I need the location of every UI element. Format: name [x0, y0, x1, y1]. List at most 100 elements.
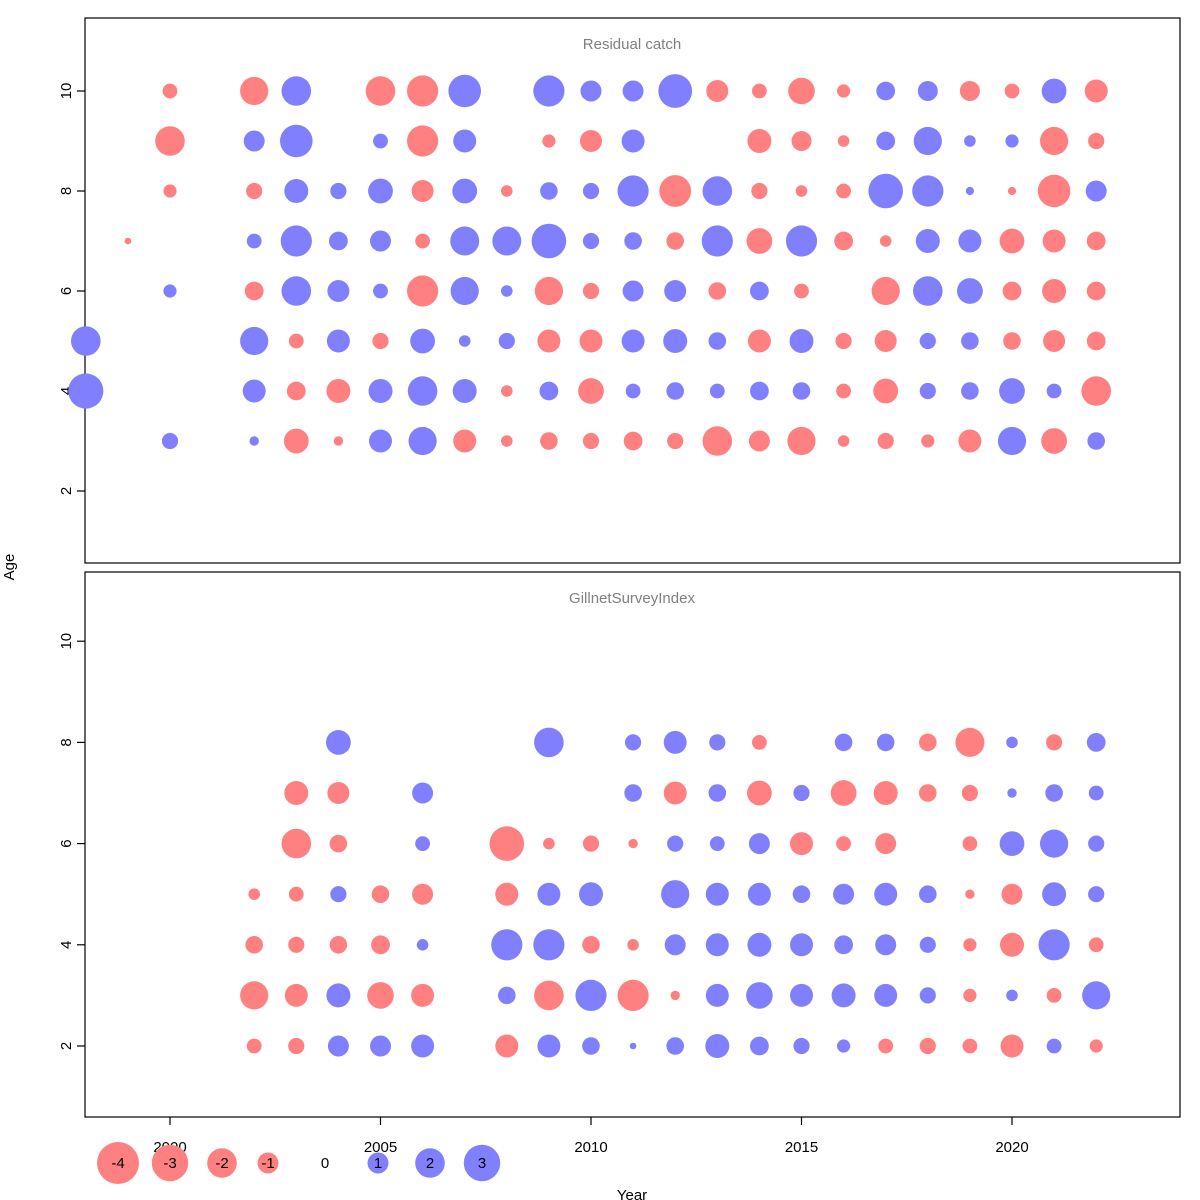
residual-bubble	[534, 980, 564, 1011]
residual-bubble	[748, 833, 770, 855]
residual-bubble	[495, 1034, 519, 1058]
residual-bubble	[1042, 229, 1066, 253]
residual-bubble	[874, 330, 897, 352]
residual-bubble	[579, 882, 603, 907]
residual-bubble	[540, 182, 558, 200]
residual-bubble	[1088, 886, 1105, 903]
residual-bubble	[582, 432, 600, 450]
residual-bubble	[628, 838, 638, 849]
residual-bubble	[582, 232, 600, 250]
residual-bubble	[280, 124, 313, 158]
residual-bubble	[787, 426, 816, 456]
residual-bubble	[327, 280, 350, 302]
residual-bubble	[752, 83, 767, 99]
bubbles-gillnet-survey-index	[240, 727, 1111, 1058]
residual-bubble	[785, 225, 818, 257]
residual-bubble	[412, 883, 434, 905]
residual-bubble	[962, 1038, 978, 1054]
residual-bubble	[1038, 929, 1070, 961]
residual-bubble	[705, 1034, 730, 1058]
residual-bubble	[1086, 331, 1106, 351]
residual-bubble	[962, 836, 978, 851]
residual-bubble	[746, 982, 773, 1009]
residual-bubble	[997, 426, 1027, 456]
residual-bubble	[240, 981, 269, 1010]
residual-bubble	[793, 1037, 810, 1055]
x-tick-label: 2010	[574, 1139, 607, 1156]
residual-bubble	[621, 129, 645, 153]
residual-bubble	[534, 727, 564, 758]
residual-bubble	[1084, 79, 1108, 103]
residual-bubble	[582, 182, 600, 200]
residual-bubble	[709, 383, 725, 399]
residual-bubble	[837, 435, 850, 447]
residual-bubble	[746, 228, 773, 254]
residual-bubble	[963, 938, 977, 952]
residual-bubble	[965, 889, 975, 899]
residual-bubble	[836, 836, 851, 851]
residual-bubble	[876, 81, 896, 101]
residual-bubble	[875, 934, 897, 956]
residual-bubble	[580, 80, 602, 102]
residual-bubble	[370, 230, 391, 252]
residual-bubble	[788, 77, 815, 105]
residual-bubble	[329, 834, 348, 853]
residual-bubble	[917, 81, 938, 101]
residual-bubble	[999, 831, 1025, 856]
residual-bubble	[958, 429, 982, 453]
legend-bubble	[367, 1152, 389, 1174]
residual-bubble	[407, 376, 438, 406]
residual-bubble	[540, 432, 558, 450]
residual-bubble	[411, 983, 435, 1007]
residual-bubble	[1000, 932, 1024, 957]
residual-bubble	[1046, 734, 1063, 751]
residual-bubble	[327, 782, 350, 804]
residual-bubble	[246, 1038, 262, 1054]
residual-bubble	[579, 329, 603, 353]
residual-bubble	[663, 781, 687, 805]
residual-bubble	[961, 784, 979, 802]
legend-bubble	[415, 1148, 445, 1178]
residual-bubble	[531, 223, 567, 259]
y-axis-ticks-bottom: 2 4 6 8 10	[58, 633, 85, 1050]
residual-bubble	[369, 429, 392, 453]
residual-bubble	[664, 934, 686, 956]
residual-bubble	[453, 429, 477, 453]
residual-bubble	[1089, 1039, 1103, 1053]
residual-bubble	[747, 882, 771, 906]
residual-bubble	[582, 282, 600, 300]
residual-bubble	[623, 431, 643, 451]
x-tick-label: 2015	[785, 1139, 818, 1156]
residual-bubble	[709, 734, 726, 751]
residual-bubble	[329, 231, 348, 251]
residual-bubble	[582, 1037, 600, 1055]
residual-bubble	[367, 982, 394, 1009]
residual-bubble	[873, 378, 899, 404]
residual-bubble	[621, 329, 645, 353]
residual-bubble	[627, 939, 639, 951]
residual-bubble	[288, 333, 304, 349]
residual-bubble	[240, 76, 269, 106]
residual-bubble	[371, 935, 390, 955]
residual-bubble	[416, 939, 429, 951]
residual-bubble	[245, 936, 263, 954]
residual-bubble	[999, 378, 1025, 404]
residual-bubble	[876, 131, 896, 151]
residual-bubble	[327, 1035, 349, 1057]
residual-bubble	[249, 436, 259, 446]
residual-bubble	[71, 326, 101, 356]
residual-bubble	[663, 730, 687, 754]
residual-bubble	[708, 784, 727, 802]
residual-bubble	[284, 781, 309, 805]
residual-bubble	[542, 134, 556, 148]
residual-bubble	[537, 1034, 561, 1058]
residual-bubble	[747, 329, 771, 353]
panel-gillnet-survey-index: GillnetSurveyIndex 2 4 6 8 10	[58, 571, 1181, 1118]
residual-bubble	[246, 233, 262, 249]
residual-bubble	[534, 276, 564, 306]
residual-bubble	[625, 734, 642, 751]
residual-bubble	[790, 983, 813, 1007]
residual-bubble	[450, 276, 479, 306]
